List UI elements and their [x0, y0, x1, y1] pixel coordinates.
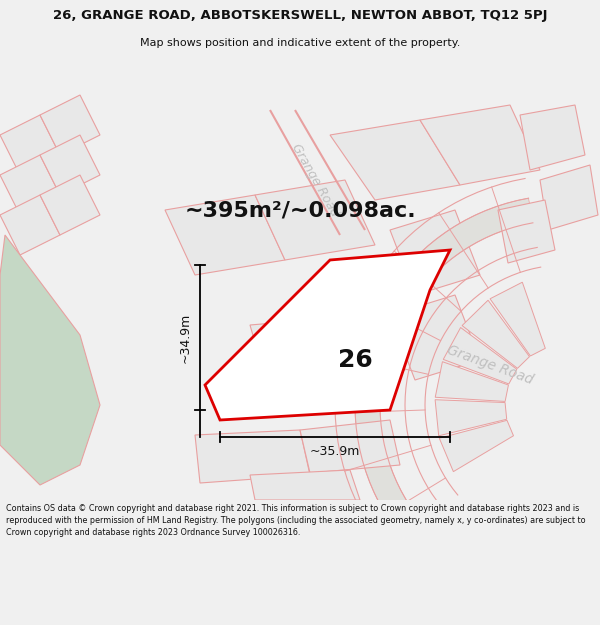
- Polygon shape: [435, 362, 508, 401]
- Polygon shape: [0, 195, 60, 255]
- Text: Grange Road: Grange Road: [289, 141, 341, 219]
- Polygon shape: [540, 165, 598, 230]
- Text: 26: 26: [338, 348, 373, 372]
- Text: ~395m²/~0.098ac.: ~395m²/~0.098ac.: [184, 200, 416, 220]
- Polygon shape: [330, 120, 460, 200]
- Polygon shape: [255, 180, 375, 260]
- Polygon shape: [520, 105, 585, 170]
- Polygon shape: [390, 210, 480, 295]
- Polygon shape: [390, 295, 480, 380]
- Polygon shape: [40, 95, 100, 155]
- Polygon shape: [250, 320, 330, 395]
- Polygon shape: [420, 105, 540, 185]
- Text: 26, GRANGE ROAD, ABBOTSKERSWELL, NEWTON ABBOT, TQ12 5PJ: 26, GRANGE ROAD, ABBOTSKERSWELL, NEWTON …: [53, 9, 547, 22]
- Polygon shape: [165, 195, 285, 275]
- Polygon shape: [490, 282, 545, 356]
- Polygon shape: [435, 400, 507, 436]
- Polygon shape: [0, 115, 60, 175]
- Polygon shape: [310, 310, 405, 385]
- Polygon shape: [355, 198, 533, 540]
- Polygon shape: [0, 155, 60, 215]
- Polygon shape: [40, 175, 100, 235]
- Text: Contains OS data © Crown copyright and database right 2021. This information is : Contains OS data © Crown copyright and d…: [6, 504, 586, 537]
- Text: Map shows position and indicative extent of the property.: Map shows position and indicative extent…: [140, 38, 460, 48]
- Text: Grange Road: Grange Road: [445, 343, 535, 387]
- Polygon shape: [498, 200, 555, 263]
- Polygon shape: [250, 470, 360, 500]
- Polygon shape: [205, 250, 450, 420]
- Text: ~35.9m: ~35.9m: [310, 445, 360, 458]
- Polygon shape: [443, 328, 517, 384]
- Polygon shape: [300, 420, 400, 473]
- Polygon shape: [40, 135, 100, 195]
- Polygon shape: [0, 235, 100, 485]
- Polygon shape: [462, 300, 529, 368]
- Polygon shape: [439, 421, 514, 472]
- Text: ~34.9m: ~34.9m: [179, 312, 192, 362]
- Polygon shape: [195, 430, 310, 483]
